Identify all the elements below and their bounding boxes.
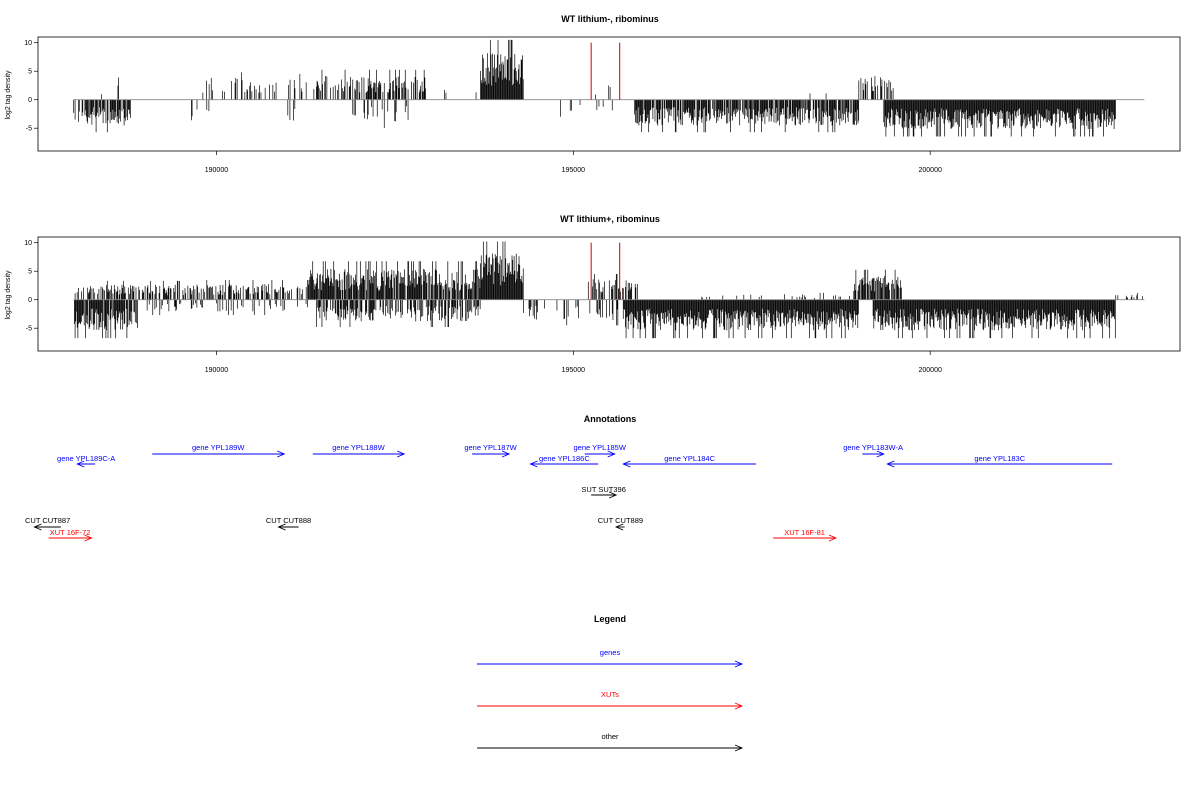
legend-title: Legend xyxy=(594,614,626,624)
plot-frame xyxy=(37,236,1181,352)
arrow-head xyxy=(84,534,93,542)
feature-gene-ypl185w: gene YPL185W xyxy=(574,443,627,458)
feature-gene-ypl189c-a: gene YPL189C-A xyxy=(57,454,115,468)
arrow-head xyxy=(529,460,538,468)
plot-frame xyxy=(37,36,1181,152)
arrow-head xyxy=(501,450,511,458)
feature-label: gene YPL189W xyxy=(192,443,245,452)
arrow-head xyxy=(734,660,744,668)
feature-label: gene YPL189C-A xyxy=(57,454,115,463)
track-title: WT lithium+, ribominus xyxy=(560,214,660,224)
x-tick-label: 190000 xyxy=(205,167,228,174)
feature-label: XUT 16F-81 xyxy=(784,528,825,537)
feature-label: CUT CUT887 xyxy=(25,516,70,525)
feature-sut-sut396: SUT SUT396 xyxy=(581,485,626,499)
arrow-head xyxy=(614,523,624,531)
highlight-marks xyxy=(590,42,621,100)
feature-label: gene YPL186C xyxy=(539,454,590,463)
highlight-marks xyxy=(590,242,621,300)
feature-xut-16f-72: XUT 16F-72 xyxy=(48,528,93,542)
arrow-head xyxy=(396,450,406,458)
y-tick-label: 10 xyxy=(24,240,32,247)
arrow-head xyxy=(607,450,616,458)
annotations-title: Annotations xyxy=(584,414,637,424)
y-tick-label: -5 xyxy=(26,326,32,333)
legend: Legend genes XUTs other xyxy=(477,614,744,752)
legend-item-xuts: XUTs xyxy=(477,690,744,710)
y-tick-label: 0 xyxy=(28,97,32,104)
feature-label: gene YPL183C xyxy=(974,454,1025,463)
feature-gene-ypl189w: gene YPL189W xyxy=(152,443,286,458)
feature-cut-cut887: CUT CUT887 xyxy=(25,516,70,531)
x-tick-label: 200000 xyxy=(919,167,942,174)
y-tick-label: 5 xyxy=(28,269,32,276)
legend-items: genes XUTs other xyxy=(477,648,744,752)
track-title: WT lithium-, ribominus xyxy=(561,14,659,24)
legend-label: other xyxy=(601,732,619,741)
feature-label: gene YPL187W xyxy=(464,443,517,452)
arrow-head xyxy=(277,450,286,458)
feature-gene-ypl186c: gene YPL186C xyxy=(529,454,599,468)
arrow-head xyxy=(876,450,885,458)
y-tick-label: 10 xyxy=(24,40,32,47)
feature-gene-ypl183w-a: gene YPL183W-A xyxy=(843,443,903,458)
arrow-head xyxy=(734,702,744,710)
legend-item-other: other xyxy=(477,732,744,752)
legend-item-genes: genes xyxy=(477,648,744,668)
y-axis: 10 5 0 -5 xyxy=(24,40,38,133)
x-tick-label: 200000 xyxy=(919,367,942,374)
arrow-head xyxy=(828,534,838,542)
y-axis-label: log2 tag density xyxy=(5,70,12,120)
y-tick-label: -5 xyxy=(26,126,32,133)
x-tick-label: 195000 xyxy=(562,167,585,174)
legend-label: XUTs xyxy=(601,690,619,699)
feature-label: gene YPL183W-A xyxy=(843,443,903,452)
arrow-head xyxy=(622,460,631,468)
track-panel-lithium-minus: WT lithium-, ribominus log2 tag density … xyxy=(5,14,1181,174)
density-bars xyxy=(73,39,1116,137)
track-panel-lithium-plus: WT lithium+, ribominus log2 tag density … xyxy=(5,214,1181,374)
feature-label: CUT CUT888 xyxy=(266,516,311,525)
y-tick-label: 0 xyxy=(28,297,32,304)
feature-cut-cut889: CUT CUT889 xyxy=(598,516,643,531)
feature-label: gene YPL188W xyxy=(332,443,385,452)
feature-label: gene YPL185W xyxy=(574,443,627,452)
x-tick-label: 195000 xyxy=(562,367,585,374)
arrow-head xyxy=(277,523,286,531)
y-axis-label: log2 tag density xyxy=(5,270,12,320)
arrow-head xyxy=(734,744,744,752)
x-axis: 190000 195000 200000 xyxy=(205,351,942,374)
legend-label: genes xyxy=(600,648,621,657)
y-tick-label: 5 xyxy=(28,69,32,76)
arrow-head xyxy=(608,491,618,499)
feature-list: gene YPL189C-A gene YPL189W gene YPL188W ge… xyxy=(25,443,1113,542)
feature-gene-ypl183c: gene YPL183C xyxy=(886,454,1113,468)
density-bars xyxy=(74,241,1143,339)
x-tick-label: 190000 xyxy=(205,367,228,374)
feature-xut-16f-81: XUT 16F-81 xyxy=(773,528,838,542)
feature-label: XUT 16F-72 xyxy=(50,528,91,537)
arrow-head xyxy=(886,460,895,468)
arrow-head xyxy=(33,523,42,531)
x-axis: 190000 195000 200000 xyxy=(205,151,942,174)
y-axis: 10 5 0 -5 xyxy=(24,240,38,333)
arrow-head xyxy=(76,460,85,468)
feature-label: gene YPL184C xyxy=(664,454,715,463)
feature-label: CUT CUT889 xyxy=(598,516,643,525)
feature-label: SUT SUT396 xyxy=(581,485,625,494)
feature-cut-cut888: CUT CUT888 xyxy=(266,516,311,531)
feature-gene-ypl184c: gene YPL184C xyxy=(622,454,757,468)
feature-gene-ypl187w: gene YPL187W xyxy=(464,443,518,458)
feature-gene-ypl188w: gene YPL188W xyxy=(312,443,406,458)
